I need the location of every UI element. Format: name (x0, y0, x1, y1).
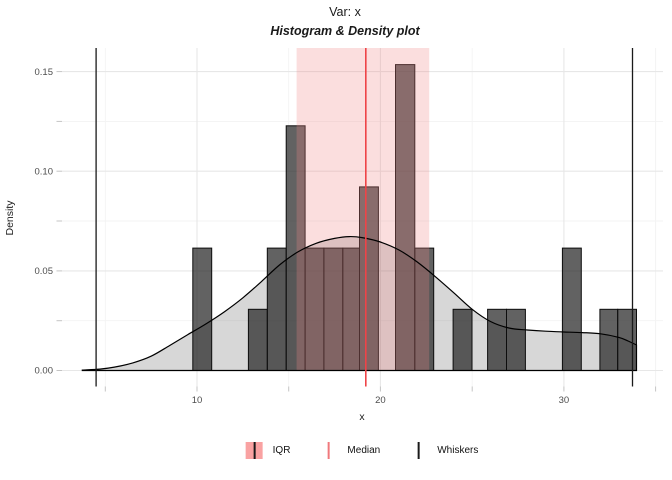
density-curve (81, 235, 638, 372)
chart-subtitle: Histogram & Density plot (270, 24, 420, 38)
y-tick-label: 0.00 (35, 366, 54, 377)
y-tick-labels: 0.00 0.05 0.10 0.15 (35, 67, 54, 377)
x-tick-labels: 10 20 30 (192, 395, 569, 406)
axis-ticks (56, 71, 657, 392)
iqr-swatch-center-line (253, 442, 256, 459)
x-tick-label: 10 (192, 395, 203, 406)
histogram-bar (192, 247, 213, 372)
chart-title: Var: x (329, 5, 361, 19)
histogram-bar (599, 308, 619, 371)
legend-label-iqr: IQR (272, 445, 291, 456)
y-tick-label: 0.15 (35, 67, 54, 78)
histogram-bar (452, 308, 473, 371)
x-tick-label: 30 (559, 395, 570, 406)
iqr-band (296, 48, 430, 371)
histogram-bar (487, 308, 508, 371)
x-tick-label: 20 (375, 395, 386, 406)
y-tick-label: 0.10 (35, 166, 54, 177)
legend-item-iqr: IQR (245, 442, 291, 459)
x-axis-title: x (359, 411, 365, 423)
histogram-bar (247, 308, 268, 371)
whiskers-line-icon (410, 442, 427, 459)
legend-item-whiskers: Whiskers (410, 442, 478, 459)
histogram-bar (266, 247, 287, 372)
median-line-icon (320, 442, 337, 459)
y-axis-title: Density (4, 200, 16, 236)
histogram-density-chart: 10 20 30 0.00 0.05 0.10 0.15 x Density (4, 48, 663, 423)
legend: IQR Median Whiskers (245, 442, 478, 459)
legend-label-median: Median (347, 445, 381, 456)
legend-label-whiskers: Whiskers (437, 445, 479, 456)
legend-item-median: Median (320, 442, 380, 459)
iqr-swatch-icon (245, 442, 263, 459)
histogram-bar (561, 247, 582, 372)
histogram-bar (506, 308, 526, 371)
y-tick-label: 0.05 (35, 266, 54, 277)
